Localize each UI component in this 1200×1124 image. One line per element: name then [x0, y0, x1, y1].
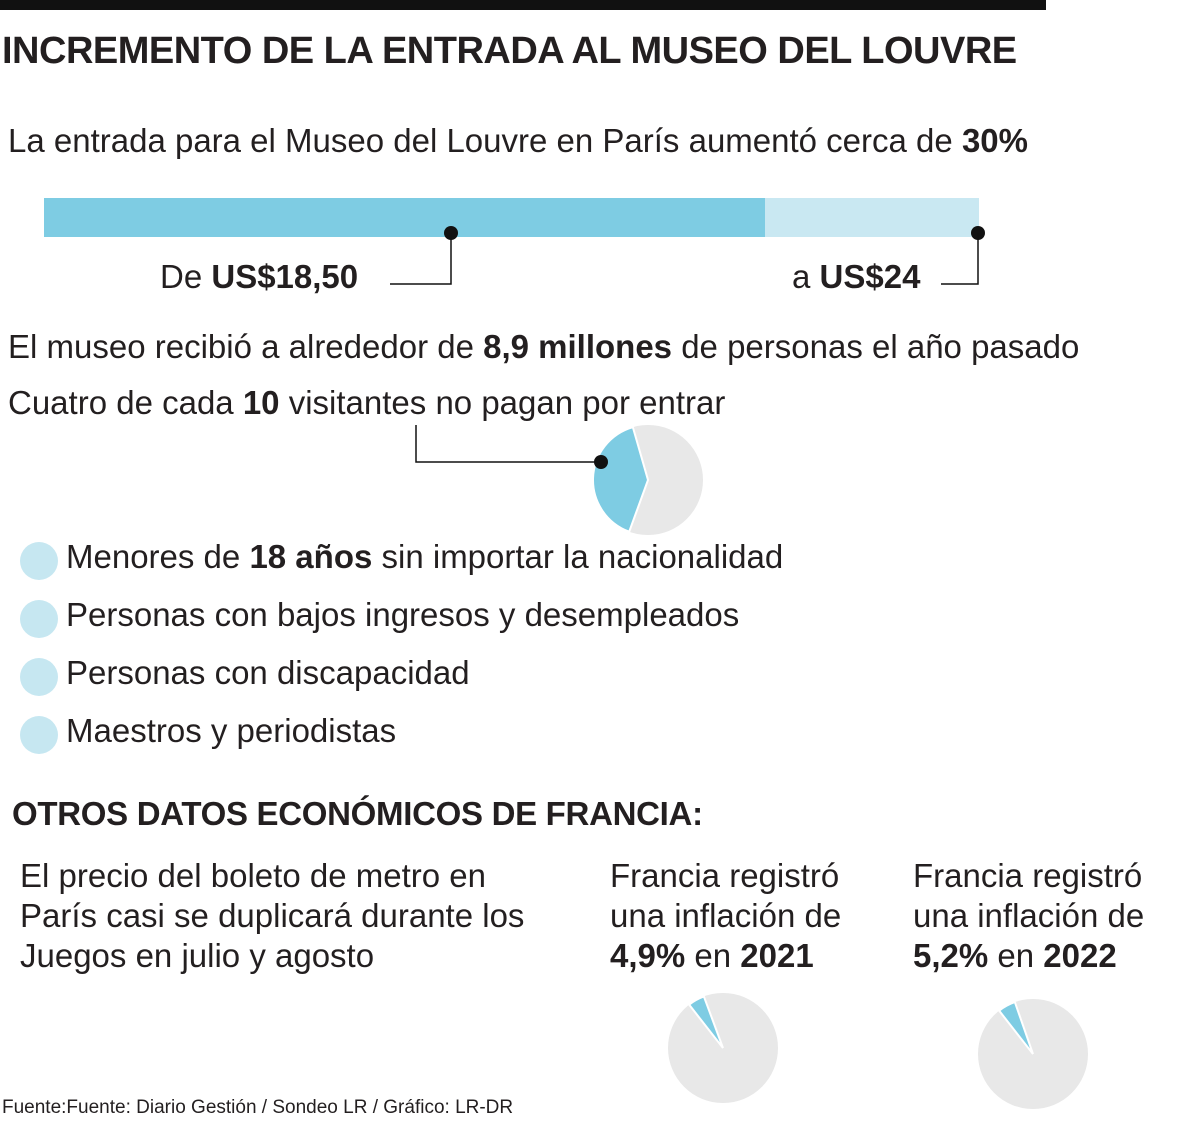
legend-dot: [20, 542, 58, 580]
price-to: a US$24: [792, 258, 920, 296]
legend-item1-suffix: sin importar la nacionalidad: [372, 538, 784, 575]
pie-inflation-2021: [668, 993, 778, 1103]
intro-text: La entrada para el Museo del Louvre en P…: [8, 122, 962, 159]
price-to-value: US$24: [819, 258, 921, 295]
legend-item1-prefix: Menores de: [66, 538, 250, 575]
price-bar-track: [44, 198, 979, 237]
inflation-2021-block: Francia registró una inflación de 4,9% e…: [610, 856, 841, 976]
metro-line1: El precio del boleto de metro en: [20, 857, 486, 894]
inflation-2022-line3: 5,2% en 2022: [913, 936, 1144, 976]
top-rule: [0, 0, 1046, 10]
inflation-2021-line2: una inflación de: [610, 897, 842, 934]
intro-line: La entrada para el Museo del Louvre en P…: [8, 122, 1028, 160]
intro-highlight: 30%: [961, 122, 1028, 159]
visitors-suffix: de personas el año pasado: [672, 328, 1080, 365]
pie-2021-highlight-slice: [687, 995, 724, 1049]
metro-line3: Juegos en julio y agosto: [20, 937, 375, 974]
price-to-prefix: a: [792, 258, 820, 295]
inflation-2021-line3: 4,9% en 2021: [610, 936, 841, 976]
price-bar-fill: [44, 198, 765, 237]
pie-connector: [415, 425, 601, 463]
visitors-prefix: El museo recibió a alrededor de: [8, 328, 484, 365]
inflation-2022-value: 5,2%: [913, 937, 989, 974]
to-connector: [941, 233, 979, 285]
pie-2022-highlight-slice: [997, 1000, 1034, 1055]
free-entry-highlight: 10: [242, 384, 280, 421]
inflation-2022-line1: Francia registró: [913, 857, 1143, 894]
legend-dot: [20, 600, 58, 638]
inflation-2022-year: 2022: [1043, 937, 1117, 974]
price-from-prefix: De: [160, 258, 212, 295]
inflation-2021-line1: Francia registró: [610, 857, 840, 894]
inflation-2021-mid: en: [685, 937, 741, 974]
section-subtitle: OTROS DATOS ECONÓMICOS DE FRANCIA:: [12, 795, 703, 832]
from-connector: [390, 233, 452, 285]
visitors-highlight: 8,9 millones: [483, 328, 673, 365]
inflation-2021-value: 4,9%: [610, 937, 686, 974]
legend-text: Menores de 18 años sin importar la nacio…: [66, 538, 783, 576]
visitors-line: El museo recibió a alrededor de 8,9 mill…: [8, 328, 1079, 366]
pie-visitors-marker: [594, 455, 608, 469]
legend-text: Maestros y periodistas: [66, 712, 397, 749]
pie-inflation-2022: [978, 999, 1088, 1109]
inflation-2021-year: 2021: [740, 937, 814, 974]
free-entry-suffix: visitantes no pagan por entrar: [279, 384, 726, 421]
page-title: INCREMENTO DE LA ENTRADA AL MUSEO DEL LO…: [2, 30, 1017, 72]
legend-dot: [20, 658, 58, 696]
inflation-2022-block: Francia registró una inflación de 5,2% e…: [913, 856, 1144, 976]
inflation-2022-mid: en: [988, 937, 1044, 974]
legend-dot: [20, 716, 58, 754]
price-from: De US$18,50: [160, 258, 358, 296]
free-entry-line: Cuatro de cada 10 visitantes no pagan po…: [8, 384, 725, 422]
pie-visitors: [592, 425, 703, 535]
metro-line2: París casi se duplicará durante los: [20, 897, 525, 934]
metro-block: El precio del boleto de metro en París c…: [20, 856, 524, 976]
inflation-2022-line2: una inflación de: [913, 897, 1145, 934]
free-entry-prefix: Cuatro de cada: [8, 384, 243, 421]
pie-visitors-highlight-slice: [592, 425, 650, 533]
price-from-value: US$18,50: [211, 258, 359, 295]
legend-item1-highlight: 18 años: [249, 538, 373, 575]
source-note: Fuente:Fuente: Diario Gestión / Sondeo L…: [2, 1097, 514, 1118]
legend-text: Personas con discapacidad: [66, 654, 470, 691]
legend-text: Personas con bajos ingresos y desemplead…: [66, 596, 740, 633]
